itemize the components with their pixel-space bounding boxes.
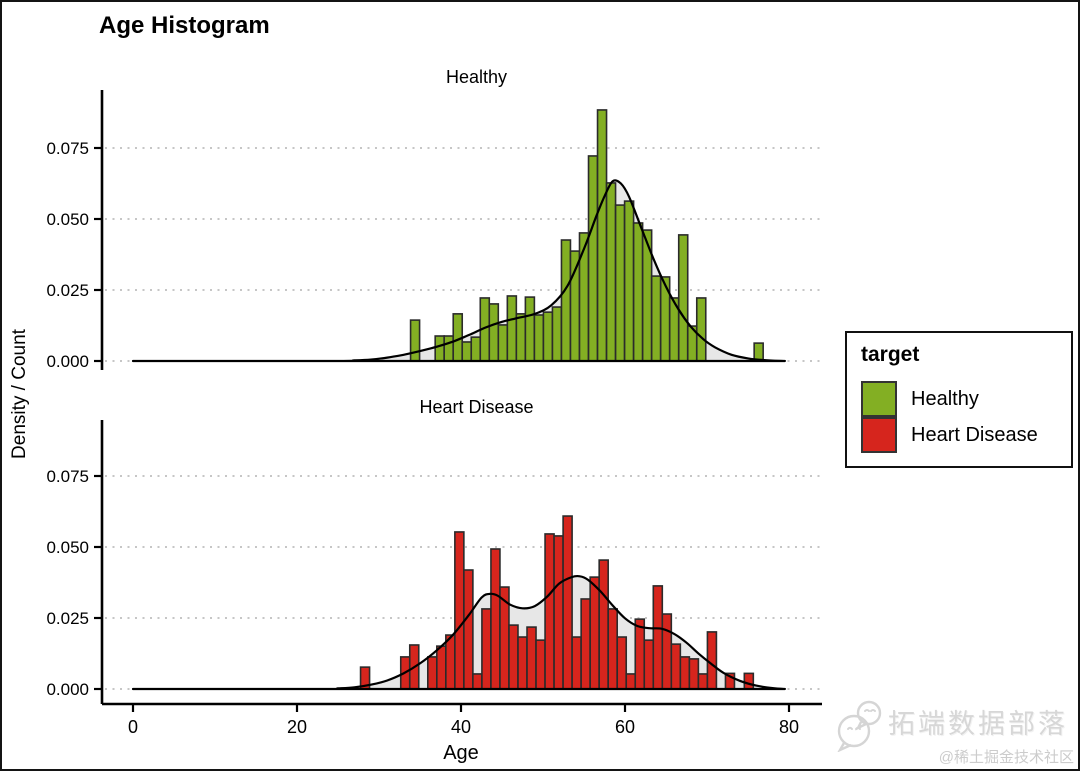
x-axis-title: Age [443,742,479,764]
histogram-bar [515,313,527,362]
histogram-bar [695,297,707,362]
histogram-bar [688,658,700,690]
histogram-bar [524,296,536,362]
histogram-bar [589,576,600,690]
histogram-bar [463,569,474,690]
histogram-bar [526,626,537,690]
histogram-bar [625,673,637,690]
legend-label-healthy: Healthy [911,388,979,410]
histogram-bar [605,182,617,362]
histogram-bar [650,275,662,362]
histogram-bar [578,232,590,362]
histogram-bar [481,608,492,690]
x-tick-label: 60 [615,717,635,737]
histogram-bar [634,618,646,690]
y-tick-label: 0.075 [46,139,89,158]
y-tick-label: 0.000 [46,352,89,371]
facet-label: Healthy [446,67,507,87]
histogram-bar [580,598,591,690]
histogram-bar [535,639,546,690]
chat-bubbles-icon [837,700,882,752]
histogram-bar [743,672,755,690]
y-tick-label: 0.075 [46,467,89,486]
histogram-bar [661,613,673,690]
y-tick-label: 0.050 [46,538,89,557]
histogram-bar [488,303,500,362]
histogram-bar [472,673,483,690]
histogram-bar [562,515,573,690]
histogram-bar [623,200,635,362]
histogram-bar [436,645,447,690]
histogram-bar [409,319,421,362]
chart-title: Age Histogram [99,12,270,39]
histogram-bar [544,533,555,690]
density-curve [131,179,786,363]
histogram-bar [497,324,509,362]
histogram-bar [652,585,664,690]
histogram-bar [517,636,528,690]
histogram-bar [553,535,564,690]
histogram-bar [506,295,518,362]
watermark: 拓端数据部落 @稀土掘金技术社区 [830,696,1076,768]
legend-box: target Healthy Heart Disease [845,331,1073,468]
histogram-bar [697,673,709,690]
facet-label: Heart Disease [419,397,533,417]
histogram-bar [560,239,572,362]
y-axis-title: Density / Count [9,328,30,459]
watermark-brand: 拓端数据部落 [888,709,1068,739]
x-tick-label: 40 [451,717,471,737]
histogram-bar [706,631,718,690]
histogram-bar [470,336,482,362]
y-tick-label: 0.025 [46,609,89,628]
histogram-bar [426,656,438,690]
histogram-bar [445,634,456,690]
histogram-bar [454,531,465,690]
watermark-community: @稀土掘金技术社区 [938,749,1074,766]
x-tick-label: 20 [287,717,307,737]
density-curve [131,574,786,691]
histogram-bar [461,341,473,362]
histogram-bar [643,639,655,690]
y-tick-label: 0.025 [46,281,89,300]
histogram-bar [632,222,644,362]
histogram-bar [598,559,609,690]
histogram-bar [670,643,682,690]
legend-label-heart-disease: Heart Disease [911,424,1038,446]
histogram-bar [443,335,455,362]
histogram-bar [533,314,545,362]
histogram-bar [569,250,581,362]
histogram-bar [587,155,599,362]
histogram-bar [607,608,619,690]
legend-swatch-healthy [861,381,897,417]
histogram-bar [571,636,582,690]
histogram-bar [677,234,689,362]
histogram-bar [614,204,626,362]
histogram-bar [508,624,519,690]
histogram-bar [434,335,445,362]
histogram-bar [551,306,563,362]
histogram-bar [596,109,608,362]
y-tick-label: 0.050 [46,210,89,229]
histogram-bar [679,656,691,690]
histogram-bar [542,311,554,362]
legend-swatch-heart-disease [861,417,897,453]
histogram-bar [490,548,501,690]
x-tick-label: 0 [128,717,138,737]
histogram-bar [616,636,628,690]
x-tick-label: 80 [779,717,799,737]
legend-title: target [861,343,920,366]
y-tick-label: 0.000 [46,680,89,699]
